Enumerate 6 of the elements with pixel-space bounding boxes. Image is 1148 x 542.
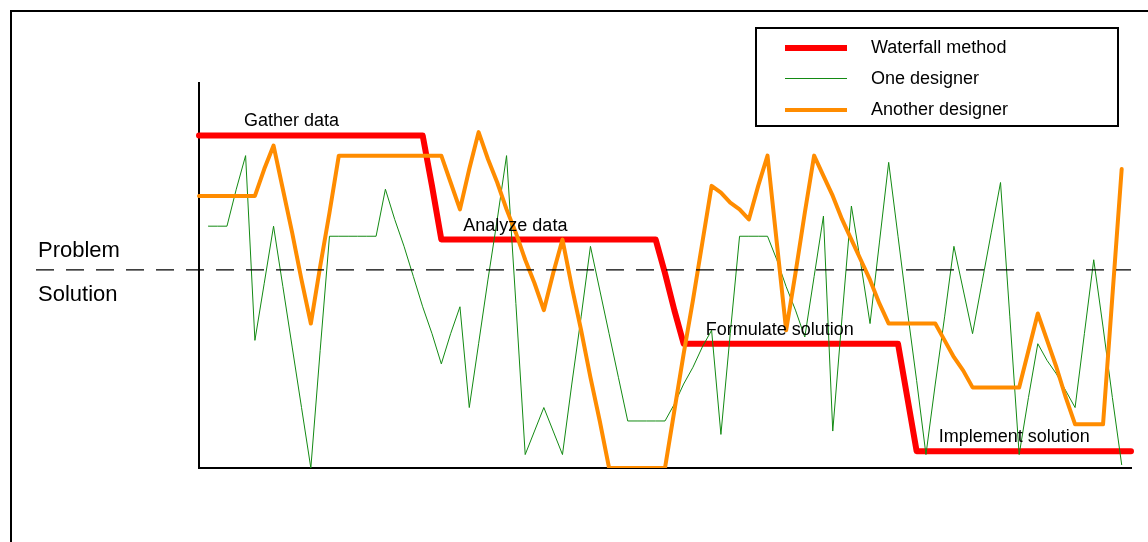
legend-label: One designer <box>871 68 980 89</box>
text: Problem <box>38 236 120 262</box>
text: Gather data <box>244 110 341 131</box>
text: Solution <box>38 280 118 306</box>
legend-label: Waterfall method <box>871 37 1007 58</box>
legend-label: Another designer <box>871 99 1009 120</box>
